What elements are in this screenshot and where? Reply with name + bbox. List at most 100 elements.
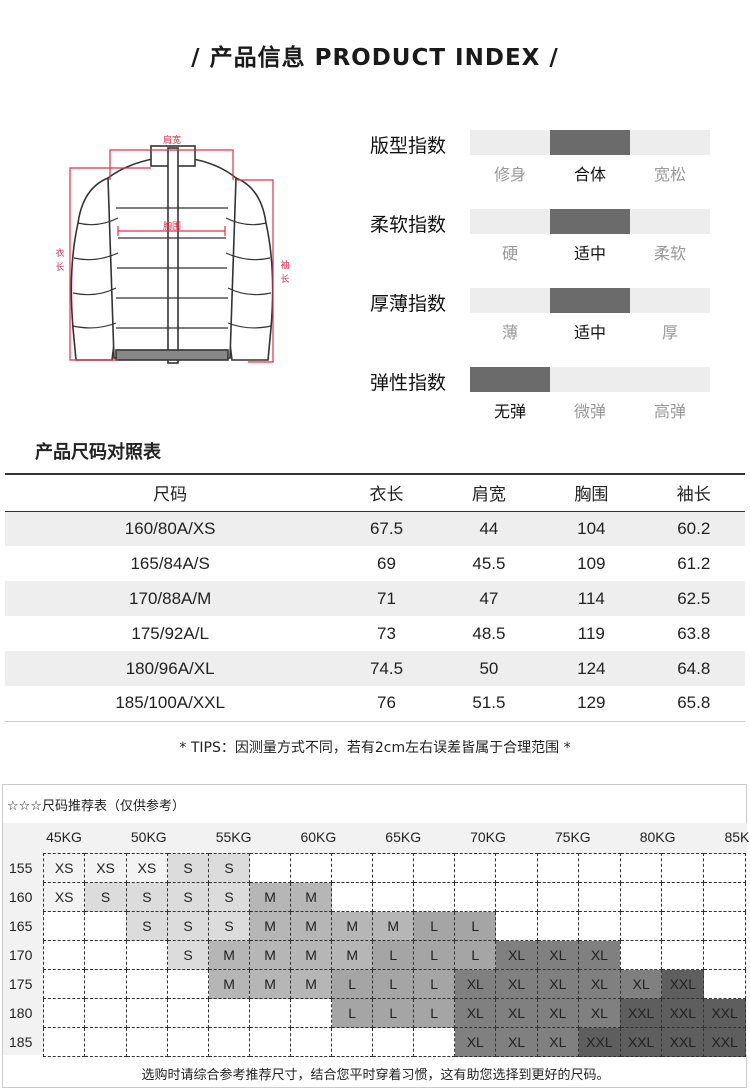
table-cell: 129	[540, 686, 643, 722]
size-cell: XXL	[703, 998, 746, 1028]
index-bar-segment	[630, 130, 710, 155]
recommendation-title: ☆☆☆尺码推荐表（仅供参考）	[7, 799, 185, 814]
size-cell: XL	[619, 969, 663, 999]
size-cell	[454, 882, 497, 912]
size-cell	[167, 969, 210, 999]
size-cell	[372, 882, 415, 912]
table-cell: 104	[540, 511, 643, 546]
index-option: 微弹	[573, 402, 606, 421]
size-cell: XXL	[619, 998, 663, 1028]
table-row: 160/80A/XS 67.5 44 104 60.2	[5, 511, 745, 546]
size-cell	[125, 1027, 169, 1057]
size-cell	[125, 940, 169, 970]
size-cell	[703, 882, 746, 912]
size-cell: XL	[454, 998, 497, 1028]
index-option: 薄	[501, 323, 518, 342]
index-bar-segment	[470, 130, 550, 155]
size-cell	[578, 911, 621, 941]
index-bar	[470, 288, 710, 313]
size-cell: XS	[84, 853, 127, 883]
size-cell	[703, 940, 746, 970]
table-cell: 160/80A/XS	[5, 511, 336, 546]
size-cell	[536, 853, 580, 883]
size-cell: M	[290, 940, 333, 970]
height-label: 175	[9, 976, 33, 992]
size-cell	[331, 882, 374, 912]
weight-label: 65KG	[385, 829, 422, 845]
chest-measure-line	[117, 226, 226, 236]
index-option: 无弹	[493, 402, 526, 421]
sleeve-label-1: 袖	[280, 259, 289, 271]
size-cell	[413, 853, 456, 883]
size-cell	[84, 998, 127, 1028]
grid-row: XL XL XL XXL XXL XXL XXL	[42, 1027, 746, 1057]
size-cell: L	[454, 911, 497, 941]
size-cell: L	[413, 969, 456, 999]
size-cell	[208, 1027, 251, 1057]
table-cell: 76	[335, 686, 438, 722]
size-cell	[84, 1027, 127, 1057]
size-table-title: 产品尺码对照表	[35, 442, 161, 463]
size-cell	[372, 1027, 415, 1057]
size-cell	[619, 940, 663, 970]
index-bar-segment	[550, 288, 630, 313]
index-option: 高弹	[653, 402, 686, 421]
size-cell: S	[125, 911, 169, 941]
size-cell: S	[167, 911, 210, 941]
table-cell: 48.5	[472, 623, 506, 643]
size-cell: XL	[536, 998, 580, 1028]
column-header: 衣长	[335, 473, 438, 512]
index-option: 合体	[573, 165, 606, 184]
shoulder-measure-line	[109, 149, 234, 180]
size-cell	[703, 911, 746, 941]
size-cell	[167, 1027, 210, 1057]
table-cell: 62.5	[642, 581, 745, 616]
size-cell: S	[167, 853, 210, 883]
size-cell	[661, 882, 705, 912]
column-header: 袖长	[642, 473, 745, 512]
size-cell	[619, 853, 663, 883]
size-cell: L	[372, 940, 415, 970]
size-cell: S	[208, 911, 251, 941]
table-cell: 63.8	[677, 623, 711, 643]
size-cell: L	[372, 998, 415, 1028]
index-bar-segment	[550, 209, 630, 234]
size-cell: S	[167, 940, 210, 970]
size-cell: L	[413, 998, 456, 1028]
size-cell	[84, 969, 127, 999]
weight-label: 80KG	[639, 829, 676, 845]
size-table: 尺码 衣长 肩宽 胸围 袖长 160/80A/XS 67.5 44 104 60.2 165/84…	[5, 473, 745, 722]
size-cell	[495, 853, 538, 883]
grid-row: M M M L L L XL XL XL XL XL XXL	[42, 969, 746, 999]
size-cell: XL	[578, 940, 621, 970]
table-cell: 73	[377, 623, 396, 643]
table-cell: 61.2	[677, 553, 711, 573]
size-cell: XS	[125, 853, 169, 883]
chest-label: 胸围	[163, 220, 181, 232]
index-bar-segment	[550, 367, 630, 392]
size-cell	[84, 940, 127, 970]
size-cell	[661, 853, 705, 883]
index-bar-segment	[630, 367, 710, 392]
height-label: 180	[9, 1005, 33, 1021]
weight-label: 50KG	[130, 829, 167, 845]
size-cell: XL	[578, 969, 621, 999]
grid-row: L L L XL XL XL XL XXL XXL XXL	[42, 998, 746, 1028]
size-cell: XL	[495, 1027, 538, 1057]
index-bar	[470, 209, 710, 234]
jacket-measurement-diagram: 肩宽 胸围 衣 长 袖 长	[55, 134, 290, 364]
index-label: 版型指数	[370, 135, 447, 157]
size-cell: M	[208, 940, 251, 970]
table-cell: 64.8	[642, 651, 745, 686]
size-cell	[536, 882, 580, 912]
length-label-1: 衣	[55, 247, 64, 259]
length-measure-line	[69, 167, 151, 361]
size-cell	[454, 853, 497, 883]
sleeve-measure-line	[236, 179, 274, 363]
jacket-zipper	[167, 147, 179, 364]
index-label: 柔软指数	[370, 214, 447, 236]
height-label: 160	[9, 889, 33, 905]
table-cell: 124	[540, 651, 643, 686]
size-cell: M	[331, 940, 374, 970]
